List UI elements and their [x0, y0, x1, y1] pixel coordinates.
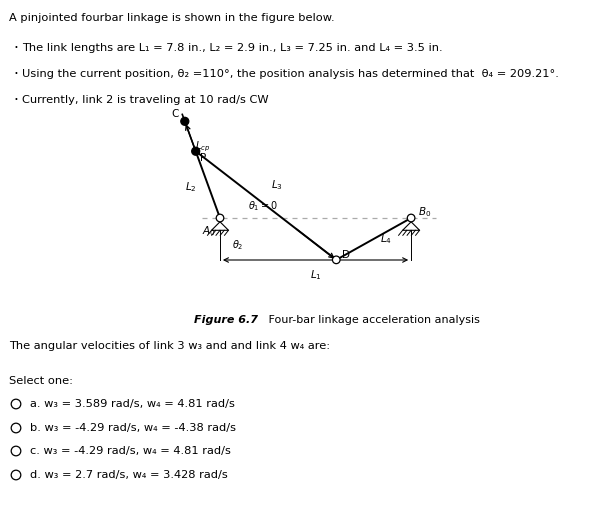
Circle shape [191, 147, 200, 155]
Text: Using the current position, θ₂ =110°, the position analysis has determined that : Using the current position, θ₂ =110°, th… [22, 69, 559, 79]
Circle shape [216, 214, 224, 222]
Circle shape [333, 256, 340, 264]
Text: Currently, link 2 is traveling at 10 rad/s CW: Currently, link 2 is traveling at 10 rad… [22, 95, 269, 105]
Text: ·: · [13, 92, 18, 108]
Circle shape [11, 446, 21, 456]
Text: Select one:: Select one: [9, 376, 73, 386]
Text: ·: · [13, 67, 18, 81]
Text: C: C [171, 109, 179, 119]
Text: $A_0$: $A_0$ [202, 224, 216, 238]
Text: b. w₃ = -4.29 rad/s, w₄ = -4.38 rad/s: b. w₃ = -4.29 rad/s, w₄ = -4.38 rad/s [30, 423, 236, 433]
Text: $\theta_1 = 0$: $\theta_1 = 0$ [248, 199, 278, 213]
Text: $L_2$: $L_2$ [185, 180, 197, 194]
Text: $\theta_2$: $\theta_2$ [232, 238, 243, 252]
Text: d. w₃ = 2.7 rad/s, w₄ = 3.428 rad/s: d. w₃ = 2.7 rad/s, w₄ = 3.428 rad/s [30, 470, 228, 480]
Text: A pinjointed fourbar linkage is shown in the figure below.: A pinjointed fourbar linkage is shown in… [9, 13, 335, 23]
Circle shape [407, 214, 415, 222]
Text: Figure 6.7: Figure 6.7 [193, 315, 258, 325]
Text: c. w₃ = -4.29 rad/s, w₄ = 4.81 rad/s: c. w₃ = -4.29 rad/s, w₄ = 4.81 rad/s [30, 446, 231, 456]
Text: $L_3$: $L_3$ [271, 178, 283, 192]
Text: D: D [342, 250, 350, 260]
Text: Four-bar linkage acceleration analysis: Four-bar linkage acceleration analysis [258, 315, 479, 325]
Text: $L_1$: $L_1$ [310, 268, 322, 282]
Text: $L_4$: $L_4$ [379, 232, 392, 246]
Text: The link lengths are L₁ = 7.8 in., L₂ = 2.9 in., L₃ = 7.25 in. and L₄ = 3.5 in.: The link lengths are L₁ = 7.8 in., L₂ = … [22, 43, 443, 53]
Text: P: P [200, 153, 206, 163]
Circle shape [181, 117, 189, 125]
Circle shape [11, 399, 21, 409]
Circle shape [11, 423, 21, 433]
Circle shape [11, 470, 21, 480]
Text: ·: · [13, 41, 18, 55]
Text: $L_{cp}$: $L_{cp}$ [195, 139, 210, 154]
Text: The angular velocities of link 3 w₃ and and link 4 w₄ are:: The angular velocities of link 3 w₃ and … [9, 341, 330, 351]
Text: $B_0$: $B_0$ [418, 205, 431, 219]
Text: a. w₃ = 3.589 rad/s, w₄ = 4.81 rad/s: a. w₃ = 3.589 rad/s, w₄ = 4.81 rad/s [30, 399, 235, 409]
